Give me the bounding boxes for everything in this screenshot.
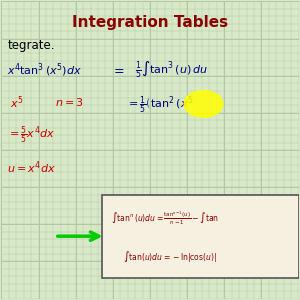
Text: $\int\tan^n(u)du = \frac{\tan^{n-1}(u)}{n-1} - \int\tan$: $\int\tan^n(u)du = \frac{\tan^{n-1}(u)}{… [111, 209, 219, 227]
FancyBboxPatch shape [102, 195, 298, 278]
Text: $= \frac{1}{5}\left(\tan^2(x^5\right.$: $= \frac{1}{5}\left(\tan^2(x^5\right.$ [126, 95, 194, 116]
Text: $u = x^4dx$: $u = x^4dx$ [7, 160, 56, 176]
Text: $\int\tan(u)du = -\ln|\cos(u)|$: $\int\tan(u)du = -\ln|\cos(u)|$ [123, 250, 217, 265]
Text: tegrate.: tegrate. [7, 40, 55, 52]
Text: $\frac{1}{5}\int\tan^3(u)\,du$: $\frac{1}{5}\int\tan^3(u)\,du$ [135, 60, 208, 80]
Text: $= \frac{5}{5}x^4dx$: $= \frac{5}{5}x^4dx$ [7, 124, 56, 146]
Text: $=$: $=$ [111, 63, 125, 76]
Text: Integration Tables: Integration Tables [72, 15, 228, 30]
Text: $x^4\tan^3(x^5)dx$: $x^4\tan^3(x^5)dx$ [7, 61, 82, 79]
Ellipse shape [184, 91, 223, 117]
Text: $x^5$: $x^5$ [10, 94, 24, 111]
Text: $n = 3$: $n = 3$ [55, 96, 84, 108]
